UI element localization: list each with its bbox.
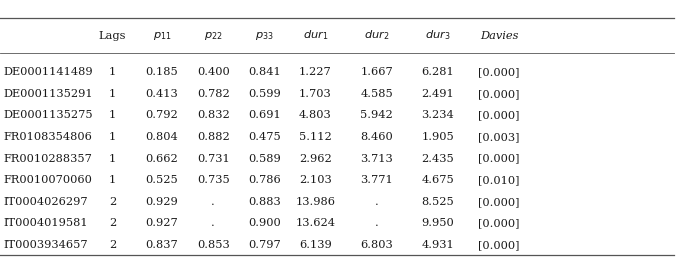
Text: 0.413: 0.413: [146, 89, 178, 99]
Text: 1.227: 1.227: [299, 67, 332, 77]
Text: 0.400: 0.400: [197, 67, 229, 77]
Text: .: .: [375, 197, 379, 207]
Text: 0.832: 0.832: [197, 110, 229, 120]
Text: .: .: [375, 218, 379, 228]
Text: 4.803: 4.803: [299, 110, 332, 120]
Text: IT0004026297: IT0004026297: [3, 197, 88, 207]
Text: 2.962: 2.962: [299, 154, 332, 164]
Text: 5.942: 5.942: [360, 110, 393, 120]
Text: 13.986: 13.986: [296, 197, 335, 207]
Text: 1: 1: [109, 110, 116, 120]
Text: 2: 2: [109, 240, 116, 250]
Text: IT0003934657: IT0003934657: [3, 240, 88, 250]
Text: 3.234: 3.234: [422, 110, 454, 120]
Text: 3.713: 3.713: [360, 154, 393, 164]
Text: 2.103: 2.103: [299, 175, 332, 185]
Text: $p_{33}$: $p_{33}$: [255, 29, 274, 42]
Text: 6.803: 6.803: [360, 240, 393, 250]
Text: 0.882: 0.882: [197, 132, 229, 142]
Text: 0.927: 0.927: [146, 218, 178, 228]
Text: 2.435: 2.435: [422, 154, 454, 164]
Text: 4.931: 4.931: [422, 240, 454, 250]
Text: $p_{11}$: $p_{11}$: [153, 29, 172, 42]
Text: 6.281: 6.281: [422, 67, 454, 77]
Text: 13.624: 13.624: [296, 218, 335, 228]
Text: .: .: [211, 218, 215, 228]
Text: [0.000]: [0.000]: [479, 89, 520, 99]
Text: 2: 2: [109, 218, 116, 228]
Text: [0.000]: [0.000]: [479, 67, 520, 77]
Text: FR0010070060: FR0010070060: [3, 175, 93, 185]
Text: 0.929: 0.929: [146, 197, 178, 207]
Text: 1: 1: [109, 89, 116, 99]
Text: Davies: Davies: [480, 31, 518, 41]
Text: 0.185: 0.185: [146, 67, 178, 77]
Text: 0.804: 0.804: [146, 132, 178, 142]
Text: 0.883: 0.883: [248, 197, 281, 207]
Text: $dur_2$: $dur_2$: [364, 29, 390, 42]
Text: [0.003]: [0.003]: [479, 132, 520, 142]
Text: 0.731: 0.731: [197, 154, 229, 164]
Text: 8.460: 8.460: [360, 132, 393, 142]
Text: .: .: [211, 197, 215, 207]
Text: 1: 1: [109, 132, 116, 142]
Text: 1: 1: [109, 67, 116, 77]
Text: 1.905: 1.905: [422, 132, 454, 142]
Text: 2.491: 2.491: [422, 89, 454, 99]
Text: 0.900: 0.900: [248, 218, 281, 228]
Text: [0.000]: [0.000]: [479, 218, 520, 228]
Text: DE0001135275: DE0001135275: [3, 110, 93, 120]
Text: 0.837: 0.837: [146, 240, 178, 250]
Text: [0.000]: [0.000]: [479, 110, 520, 120]
Text: 0.589: 0.589: [248, 154, 281, 164]
Text: 0.782: 0.782: [197, 89, 229, 99]
Text: FR0010288357: FR0010288357: [3, 154, 93, 164]
Text: [0.000]: [0.000]: [479, 154, 520, 164]
Text: 1.667: 1.667: [360, 67, 393, 77]
Text: 1: 1: [109, 154, 116, 164]
Text: 6.139: 6.139: [299, 240, 332, 250]
Text: 3.771: 3.771: [360, 175, 393, 185]
Text: 2: 2: [109, 197, 116, 207]
Text: 0.786: 0.786: [248, 175, 281, 185]
Text: $p_{22}$: $p_{22}$: [204, 29, 223, 42]
Text: 1: 1: [109, 175, 116, 185]
Text: 0.735: 0.735: [197, 175, 229, 185]
Text: FR0108354806: FR0108354806: [3, 132, 93, 142]
Text: 9.950: 9.950: [422, 218, 454, 228]
Text: $dur_1$: $dur_1$: [302, 29, 328, 42]
Text: IT0004019581: IT0004019581: [3, 218, 88, 228]
Text: 0.797: 0.797: [248, 240, 281, 250]
Text: 5.112: 5.112: [299, 132, 332, 142]
Text: 0.691: 0.691: [248, 110, 281, 120]
Text: 0.599: 0.599: [248, 89, 281, 99]
Text: 0.853: 0.853: [197, 240, 229, 250]
Text: 0.841: 0.841: [248, 67, 281, 77]
Text: DE0001135291: DE0001135291: [3, 89, 93, 99]
Text: DE0001141489: DE0001141489: [3, 67, 93, 77]
Text: 8.525: 8.525: [422, 197, 454, 207]
Text: 1.703: 1.703: [299, 89, 332, 99]
Text: $dur_3$: $dur_3$: [425, 29, 451, 42]
Text: Lags: Lags: [99, 31, 126, 41]
Text: 0.475: 0.475: [248, 132, 281, 142]
Text: 0.792: 0.792: [146, 110, 178, 120]
Text: [0.000]: [0.000]: [479, 197, 520, 207]
Text: 4.675: 4.675: [422, 175, 454, 185]
Text: 4.585: 4.585: [360, 89, 393, 99]
Text: [0.010]: [0.010]: [479, 175, 520, 185]
Text: 0.525: 0.525: [146, 175, 178, 185]
Text: [0.000]: [0.000]: [479, 240, 520, 250]
Text: 0.662: 0.662: [146, 154, 178, 164]
